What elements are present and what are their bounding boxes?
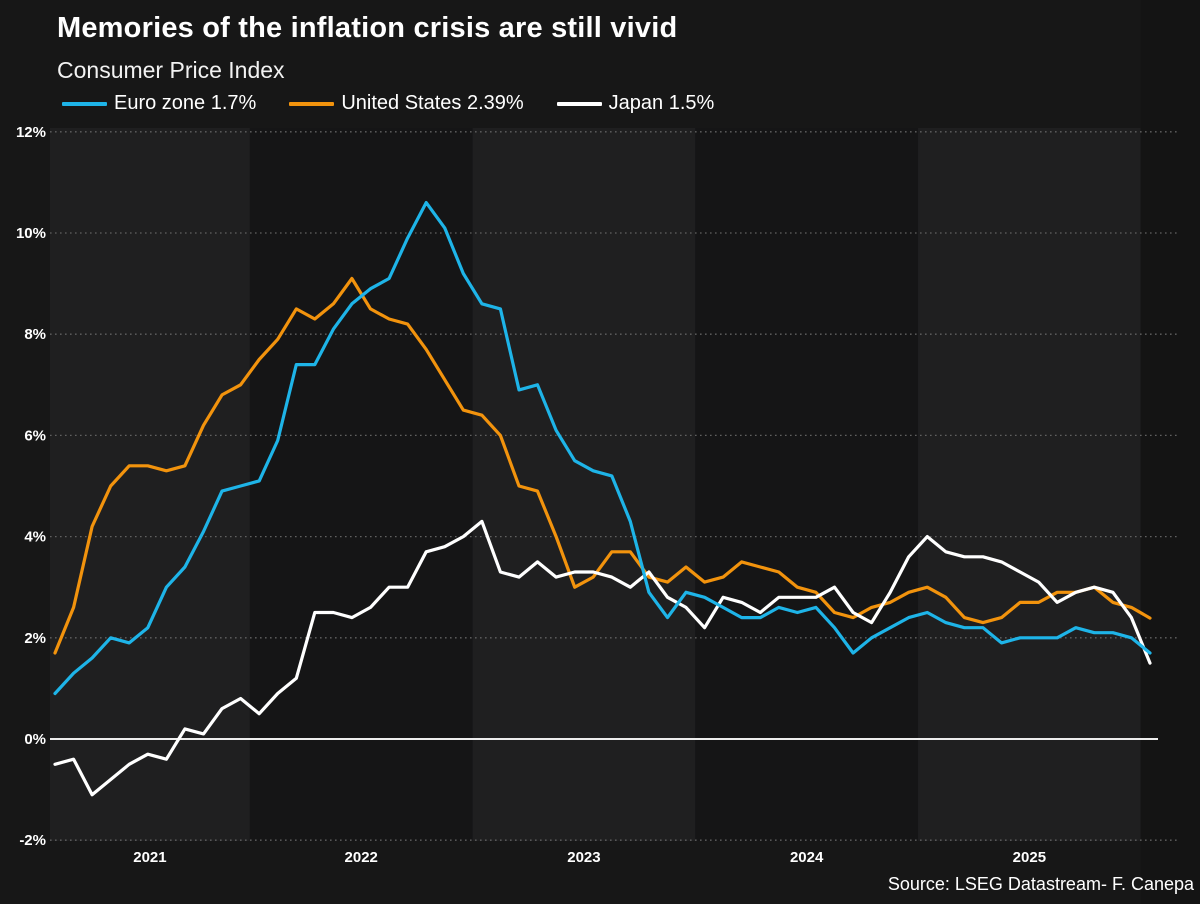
y-tick-label: 6% (24, 427, 46, 444)
year-band (695, 128, 919, 841)
chart-subtitle: Consumer Price Index (57, 57, 285, 83)
legend-label-japan: Japan 1.5% (608, 92, 715, 114)
x-tick-label: 2025 (1013, 849, 1046, 866)
x-tick-label: 2022 (345, 849, 378, 866)
legend-swatch-euro-zone (62, 101, 107, 106)
legend-item-euro-zone: Euro zone 1.7% (62, 92, 256, 115)
y-tick-label: 10% (16, 225, 46, 242)
y-tick-label: 2% (24, 630, 46, 647)
x-tick-label: 2024 (790, 849, 824, 866)
right-margin-band (1140, 0, 1200, 904)
year-band (918, 128, 1141, 841)
chart-title: Memories of the inflation crisis are sti… (57, 12, 678, 44)
y-tick-label: 0% (24, 731, 46, 748)
legend-swatch-united-states (289, 101, 335, 106)
series-line-japan (53, 519, 1152, 797)
y-tick-label: -2% (19, 832, 46, 849)
year-band (249, 128, 473, 841)
legend-item-japan: Japan 1.5% (556, 92, 715, 115)
y-tick-label: 8% (24, 326, 46, 343)
legend: Euro zone 1.7% United States 2.39% Japan… (62, 92, 714, 115)
legend-item-united-states: United States 2.39% (289, 92, 524, 115)
x-tick-label: 2023 (567, 849, 600, 866)
x-tick-label: 2021 (133, 849, 166, 866)
year-band (472, 128, 696, 841)
legend-label-united-states: United States 2.39% (341, 92, 524, 114)
source-credit: Source: LSEG Datastream- F. Canepa (887, 874, 1194, 894)
y-tick-label: 4% (24, 529, 46, 546)
y-tick-label: 12% (16, 124, 46, 141)
year-band (50, 128, 250, 841)
legend-swatch-japan (556, 101, 602, 106)
series-line-united-states (53, 276, 1152, 655)
legend-label-euro-zone: Euro zone 1.7% (114, 92, 257, 114)
series-line-euro-zone (53, 201, 1152, 696)
